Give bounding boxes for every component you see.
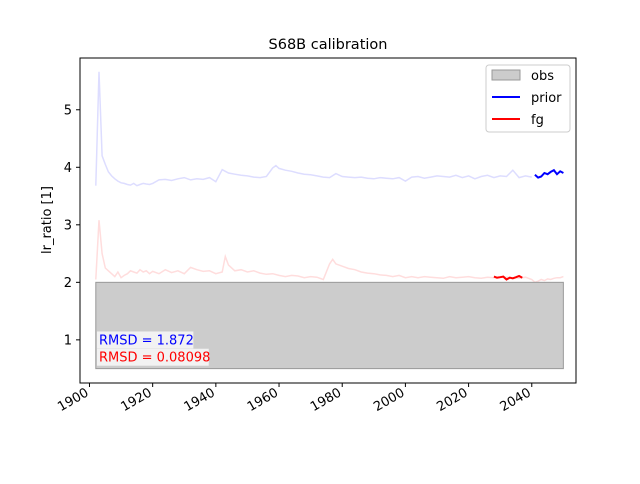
annotation-background-1 [96,331,194,349]
annotation-group: RMSD = 1.872 RMSD = 0.08098 [96,331,210,366]
y-tick-label: 1 [64,333,72,348]
legend-label-fg: fg [531,113,544,128]
rmsd-annotation-1: RMSD = 1.872 [99,333,194,348]
chart-title: S68B calibration [269,37,388,53]
legend: obs prior fg [485,64,571,133]
fg-series-line [493,274,523,281]
legend-swatch-obs [491,69,521,81]
legend-label-obs: obs [531,69,554,84]
y-tick-label: 5 [64,103,72,118]
y-axis-label: lr_ratio [1] [40,186,55,254]
y-tick-label: 4 [64,161,72,176]
legend-label-prior: prior [531,91,562,106]
legend-frame [485,64,571,133]
series-lines-group [493,168,564,281]
y-axis-ticks: 1 2 3 4 5 [64,103,80,348]
y-tick-label: 2 [64,276,72,291]
rmsd-annotation-2: RMSD = 0.08098 [99,351,210,366]
background-series-line-1 [95,71,532,187]
plot-frame [79,57,577,384]
y-tick-label: 3 [64,218,72,233]
annotation-background-2 [96,348,209,366]
prior-series-line [534,168,564,179]
